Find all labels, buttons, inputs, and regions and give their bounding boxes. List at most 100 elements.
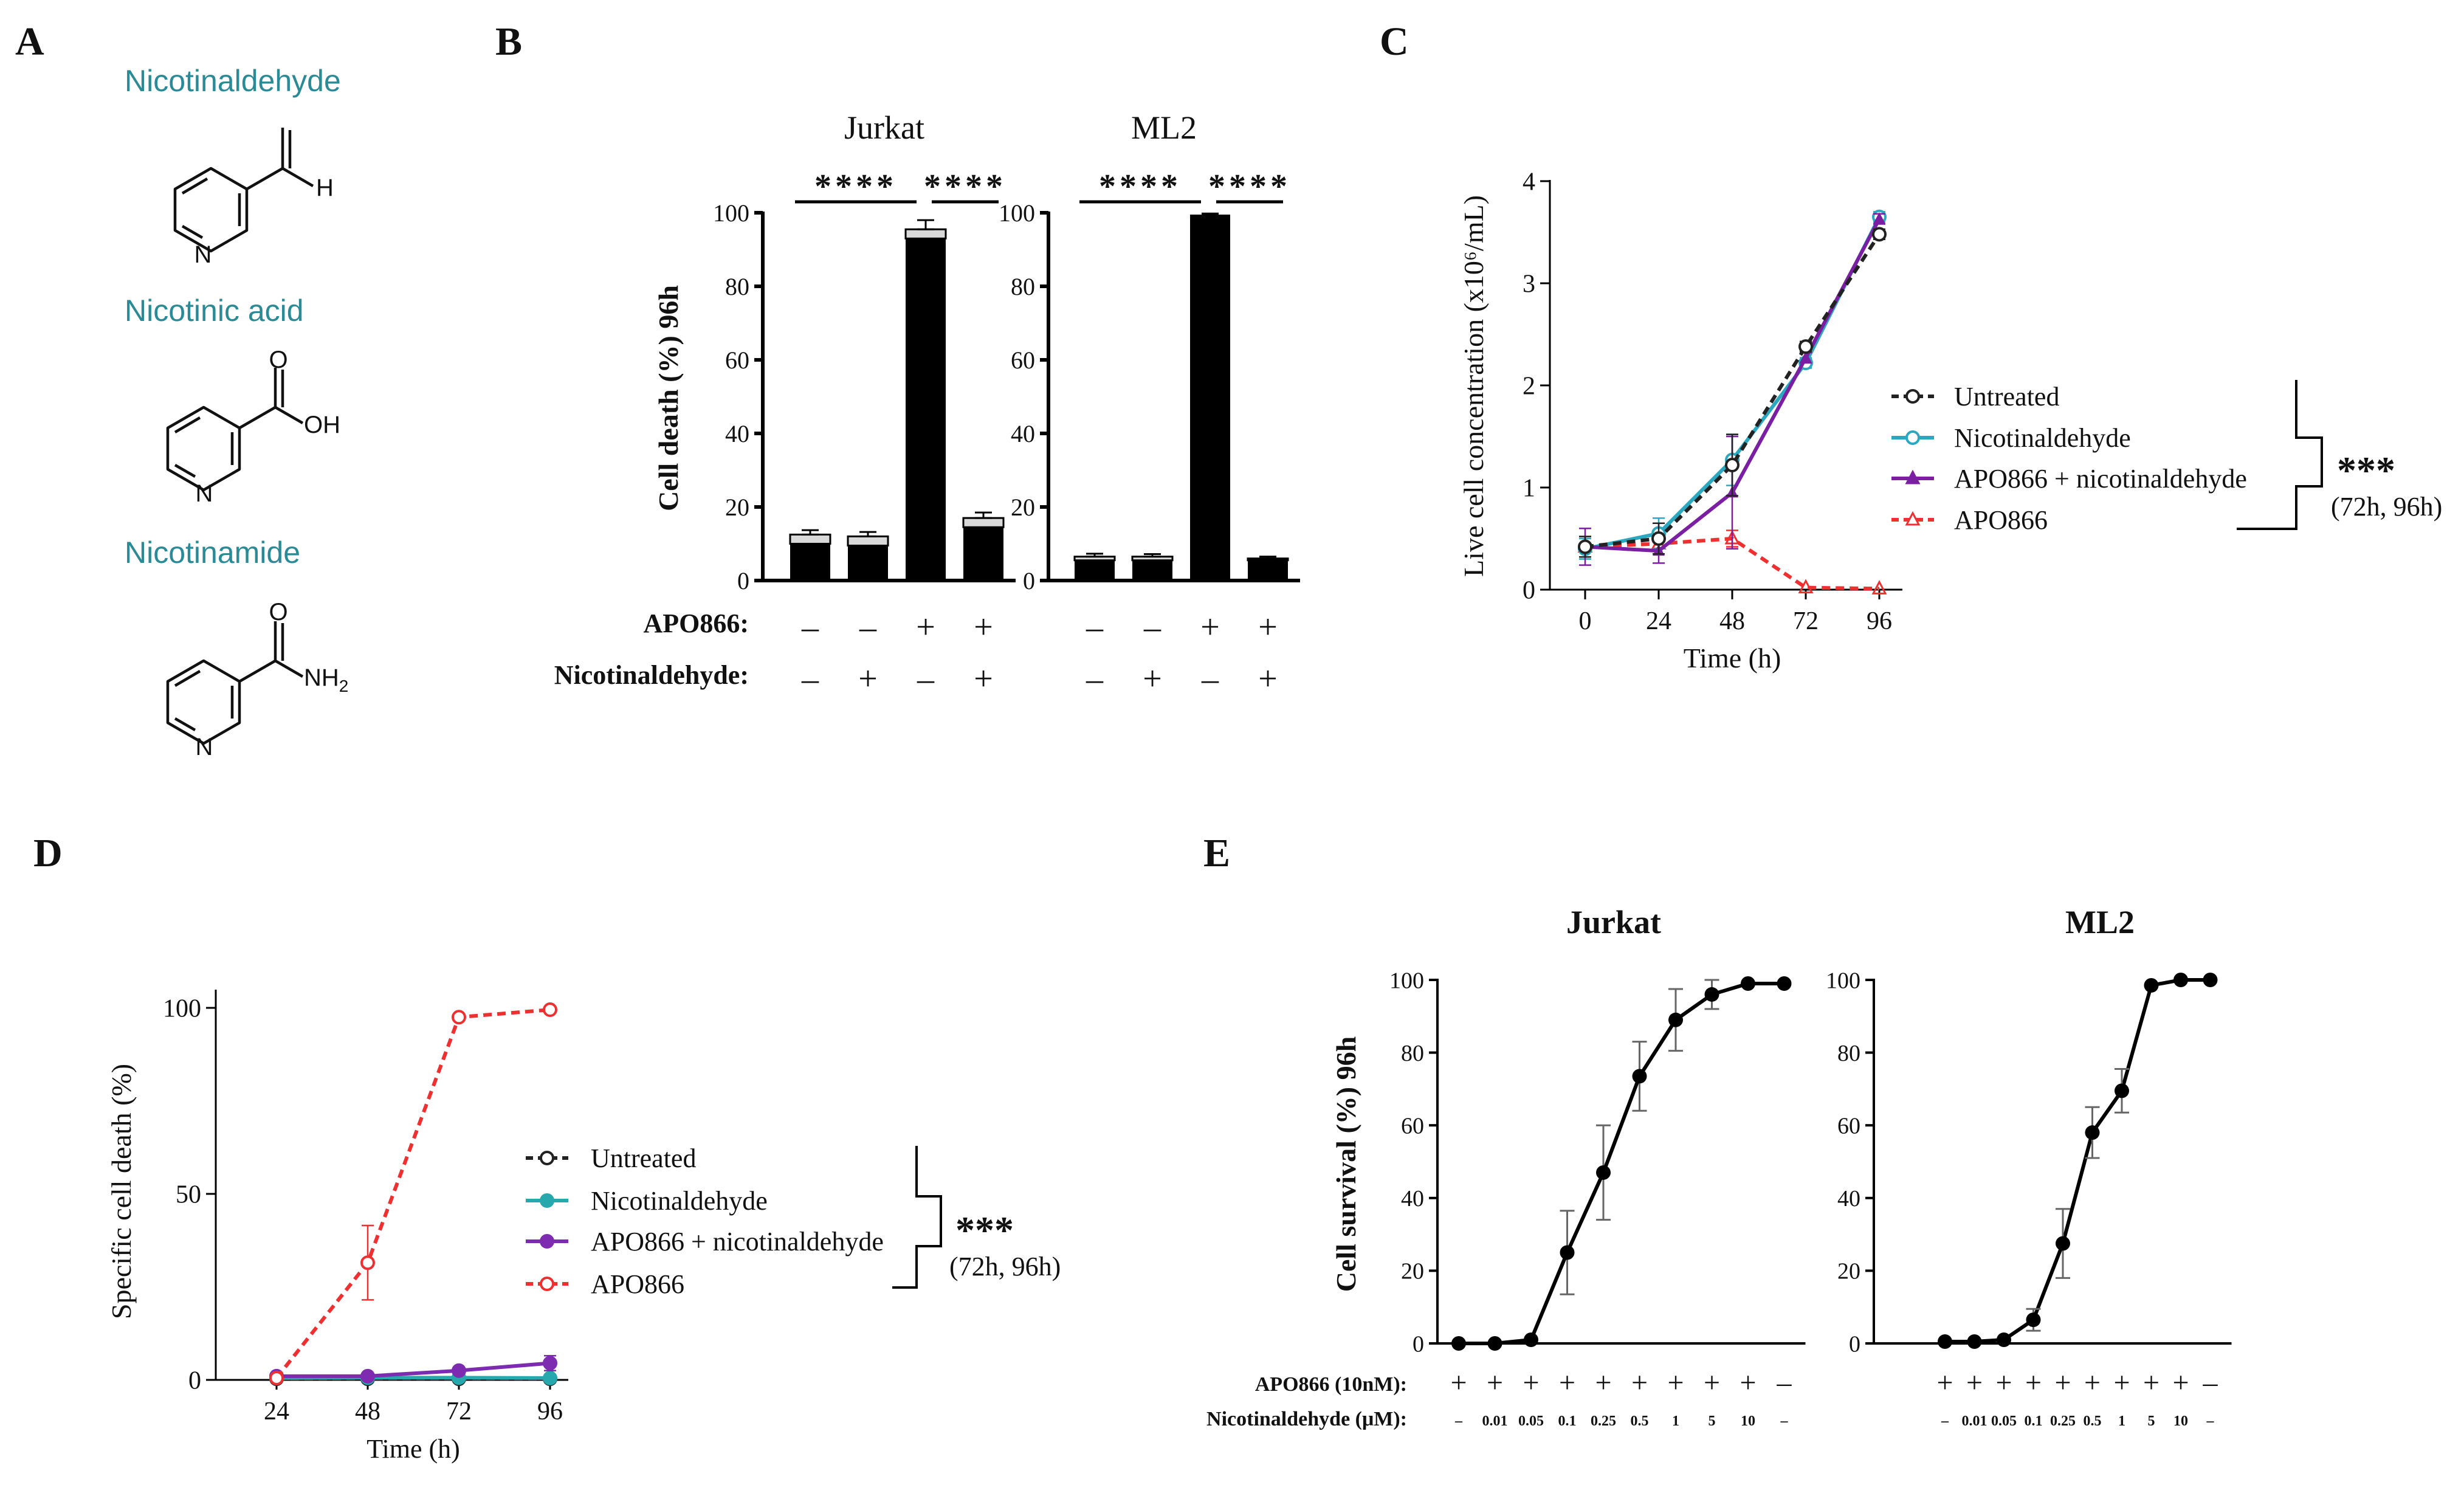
nicotinaldehyde-dose: 0.5 <box>1631 1413 1649 1429</box>
y-axis-label: Live cell concentration (x10⁶/mL) <box>1458 195 1489 577</box>
apo866-sign: + <box>2025 1367 2042 1399</box>
apo866-sign: + <box>1450 1367 1467 1399</box>
atom-label: N <box>194 241 212 268</box>
panel-a <box>166 128 314 745</box>
data-point <box>1800 351 1812 363</box>
significance-label: *** <box>2337 449 2395 492</box>
significance-note: (72h, 96h) <box>2331 492 2442 522</box>
x-tick-label: 72 <box>1793 607 1819 635</box>
data-point <box>2056 1236 2070 1251</box>
series-line <box>275 1008 551 1379</box>
compound-name-nicotinaldehyde: Nicotinaldehyde <box>125 64 341 98</box>
nicotinaldehyde-dose: 0.01 <box>1962 1413 1987 1429</box>
y-tick-label: 20 <box>1401 1259 1424 1284</box>
y-tick-label: 3 <box>1523 271 1535 298</box>
data-point <box>1873 212 1885 224</box>
data-point <box>1668 1012 1683 1027</box>
y-tick-label: 60 <box>725 346 749 374</box>
x-tick-label: 96 <box>1867 607 1892 635</box>
chart-title: ML2 <box>2065 904 2135 940</box>
nicotinaldehyde-row-label: Nicotinaldehyde: <box>554 660 749 690</box>
legend-label: Untreated <box>591 1143 696 1173</box>
apo866-sign: + <box>1487 1367 1503 1399</box>
y-tick-label: 60 <box>1837 1114 1860 1139</box>
bar-black <box>1248 560 1288 581</box>
y-tick-label: 50 <box>176 1181 201 1209</box>
apo866-sign: + <box>1995 1367 2012 1399</box>
apo866-sign: + <box>1740 1367 1756 1399</box>
y-tick-label: 40 <box>725 420 749 447</box>
amide-group-subscript: 2 <box>339 677 349 695</box>
y-tick-label: 80 <box>1011 273 1035 300</box>
legend-marker <box>1905 511 1921 526</box>
atom-label: N <box>196 734 213 760</box>
significance-note: (72h, 96h) <box>949 1252 1061 1281</box>
apo866-row-label: APO866: <box>643 608 749 638</box>
panel-label-c: C <box>1380 19 1409 64</box>
atom-label: O <box>269 346 287 373</box>
atom-label: N <box>196 480 213 507</box>
nicotinaldehyde-sign: – <box>1086 660 1104 698</box>
nicotinaldehyde-dose: 0.25 <box>2050 1413 2076 1429</box>
structure-nicotinamide <box>166 621 304 745</box>
series-line <box>1459 981 1784 1345</box>
nicotinaldehyde-sign: + <box>858 660 878 698</box>
data-point <box>1578 539 1592 554</box>
panel-d: Specific cell death (%) 0 50 100 24 48 72 96 Tim… <box>106 990 1061 1464</box>
legend-marker <box>1905 389 1920 404</box>
data-point <box>1798 579 1814 594</box>
y-tick-label: 40 <box>1837 1186 1860 1212</box>
significance-label: **** <box>924 168 1007 205</box>
apo866-sign: + <box>2143 1367 2159 1399</box>
y-tick-label: 100 <box>163 995 201 1023</box>
data-point <box>1451 1336 1466 1351</box>
y-tick-label: 20 <box>725 494 749 521</box>
y-axis-label: Specific cell death (%) <box>106 1064 137 1319</box>
atom-label: H <box>316 174 334 201</box>
x-tick-label: 96 <box>537 1398 563 1425</box>
series-line <box>277 1361 551 1378</box>
legend-marker <box>540 1151 554 1165</box>
apo866-sign: + <box>1631 1367 1648 1399</box>
apo866-sign: + <box>1523 1367 1539 1399</box>
amide-group-text: NH <box>304 664 339 691</box>
apo866-sign: + <box>1936 1367 1953 1399</box>
y-tick-label: 100 <box>999 199 1035 227</box>
atom-label: OH <box>304 412 340 438</box>
y-tick-label: 80 <box>725 273 749 300</box>
significance-bracket <box>2237 380 2323 530</box>
panel-b: Jurkat Cell death (%) 96h 0 20 40 60 80 100 – – – +… <box>653 109 1300 698</box>
nicotinaldehyde-sign: + <box>1258 660 1278 698</box>
nicotinaldehyde-dose: 1 <box>2118 1413 2125 1429</box>
legend-label: APO866 + nicotinaldehyde <box>591 1227 884 1256</box>
nicotinaldehyde-dose: – <box>1454 1413 1463 1429</box>
y-tick-label: 4 <box>1523 168 1535 196</box>
nicotinaldehyde-sign: – <box>801 660 819 698</box>
nicotinaldehyde-dose: 0.1 <box>1558 1413 1577 1429</box>
nicotinaldehyde-dose: 10 <box>2173 1413 2188 1429</box>
bar-grey <box>962 517 1005 528</box>
data-point <box>543 1370 557 1385</box>
data-point <box>1651 531 1666 546</box>
y-tick-label: 40 <box>1011 420 1035 447</box>
bar-grey <box>847 535 889 547</box>
atom-label: NH2 <box>304 664 348 695</box>
y-tick-label: 0 <box>737 567 749 595</box>
bar-black <box>1190 215 1230 581</box>
y-tick-label: 0 <box>188 1367 201 1395</box>
data-point <box>2173 973 2188 987</box>
structure-nicotinic-acid <box>166 368 304 492</box>
legend-label: APO866 + nicotinaldehyde <box>1954 464 2247 494</box>
nicotinaldehyde-dose: 0.01 <box>1482 1413 1508 1429</box>
significance-bracket <box>892 1146 942 1289</box>
x-tick-label: 24 <box>1646 607 1671 635</box>
data-point <box>1798 339 1813 354</box>
apo866-sign: + <box>1667 1367 1684 1399</box>
nicotinaldehyde-dose: 5 <box>1709 1413 1716 1429</box>
data-point <box>452 1010 466 1025</box>
data-point <box>2085 1125 2100 1140</box>
y-tick-label: 0 <box>1023 567 1035 595</box>
apo866-sign: – <box>1143 608 1161 646</box>
panel-b-row-labels: APO866: Nicotinaldehyde: <box>554 608 749 690</box>
